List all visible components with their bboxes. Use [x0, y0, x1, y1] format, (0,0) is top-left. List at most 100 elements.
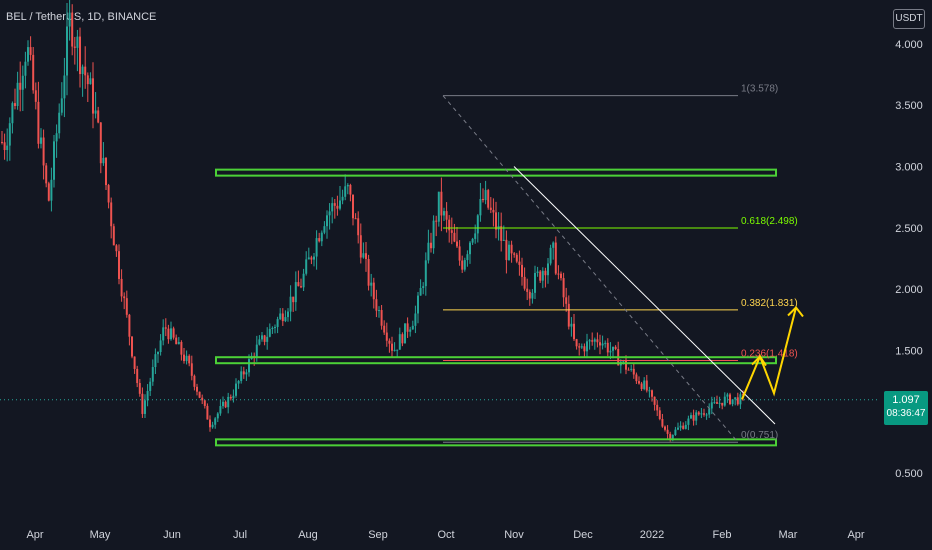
candle-body [248, 359, 250, 373]
candle-body [167, 328, 170, 340]
candle-body [34, 90, 37, 102]
candle-body [432, 220, 435, 249]
candle-body [463, 260, 466, 270]
candle-body [216, 413, 219, 419]
candle-body [539, 271, 542, 281]
candle-body [448, 219, 451, 231]
candle-body [487, 190, 490, 208]
candle-body [107, 185, 110, 203]
y-tick-label: 2.000 [895, 284, 923, 296]
candle-body [578, 346, 581, 348]
candle-body [372, 282, 375, 300]
candle-body [461, 260, 464, 270]
candle-body [190, 363, 193, 376]
candle-body [232, 395, 235, 399]
x-tick-label: Feb [713, 529, 732, 541]
candle-body [710, 402, 713, 409]
x-tick-label: Dec [573, 529, 593, 541]
candle-body [284, 317, 287, 322]
candle-body [357, 218, 360, 236]
candle-body [388, 340, 391, 344]
candle-body [201, 397, 204, 401]
candle-body [544, 270, 547, 276]
y-tick-label: 0.500 [895, 468, 923, 480]
candle-body [42, 137, 45, 166]
drawing-overlays: 1(3.578) 0.618(2.498) 0.382(1.831) 0.236(1.… [0, 84, 880, 447]
candle-body [690, 415, 692, 419]
candle-body [627, 369, 630, 371]
candle-body [606, 342, 609, 353]
candle-body [406, 323, 409, 332]
candle-body [552, 242, 555, 248]
candle-body [599, 342, 601, 346]
x-tick-label: Mar [779, 529, 798, 541]
candle-body [414, 313, 417, 326]
candle-body [45, 165, 48, 184]
candle-body [658, 410, 661, 419]
candle-body [326, 215, 328, 227]
candle-body [393, 349, 396, 351]
candle-body [305, 259, 308, 274]
candle-body [476, 215, 479, 234]
candle-body [375, 299, 378, 311]
candle-body [294, 282, 297, 303]
candle-body [700, 413, 703, 415]
support-zone [215, 168, 777, 177]
candle-body [271, 327, 274, 329]
candle-body [73, 46, 76, 48]
candle-body [674, 429, 677, 435]
candle-body [518, 261, 521, 265]
candle-body [362, 253, 365, 258]
candle-body [560, 273, 562, 279]
candle-body [14, 103, 16, 106]
candle-body [445, 211, 448, 220]
candle-body [666, 429, 669, 434]
candle-body [638, 381, 640, 384]
fib-level-label: 0.236(1.418) [741, 348, 798, 359]
candle-body [188, 355, 191, 364]
candle-body [489, 207, 492, 210]
candle-body [27, 47, 29, 62]
candle-body [89, 78, 92, 85]
candle-body [183, 354, 185, 362]
candle-body [643, 380, 646, 389]
candle-body [263, 335, 266, 342]
candle-body [632, 368, 635, 375]
candle-body [570, 323, 573, 327]
candle-body [591, 340, 594, 342]
x-tick-label: Apr [26, 529, 43, 541]
descending-trendline [513, 166, 776, 425]
x-tick-label: Apr [847, 529, 864, 541]
candle-body [242, 371, 245, 375]
candle-body [398, 334, 401, 350]
candle-body [209, 419, 211, 428]
projection-path [741, 307, 797, 400]
candle-body [21, 75, 24, 90]
candle-body [513, 253, 516, 255]
candle-body [177, 341, 180, 345]
candle-body [315, 238, 318, 257]
candle-body [206, 405, 209, 420]
last-price-value: 1.097 [892, 394, 920, 406]
candle-body [55, 133, 58, 142]
candle-body [333, 203, 336, 206]
candle-body [547, 263, 549, 276]
candle-body [502, 239, 505, 241]
currency-button[interactable]: USDT [893, 9, 925, 29]
candle-body [279, 313, 282, 320]
candle-body [24, 61, 27, 76]
candle-body [437, 191, 440, 222]
candle-body [422, 286, 425, 289]
candle-body [164, 327, 167, 329]
candle-body [588, 340, 591, 342]
candle-body [565, 297, 568, 304]
candle-body [734, 397, 737, 400]
candle-body [53, 141, 55, 180]
candle-body [193, 375, 196, 387]
candle-body [274, 327, 276, 329]
candle-body [255, 344, 258, 358]
candle-body [58, 112, 61, 134]
candle-body [196, 386, 198, 392]
candle-body [47, 183, 50, 201]
